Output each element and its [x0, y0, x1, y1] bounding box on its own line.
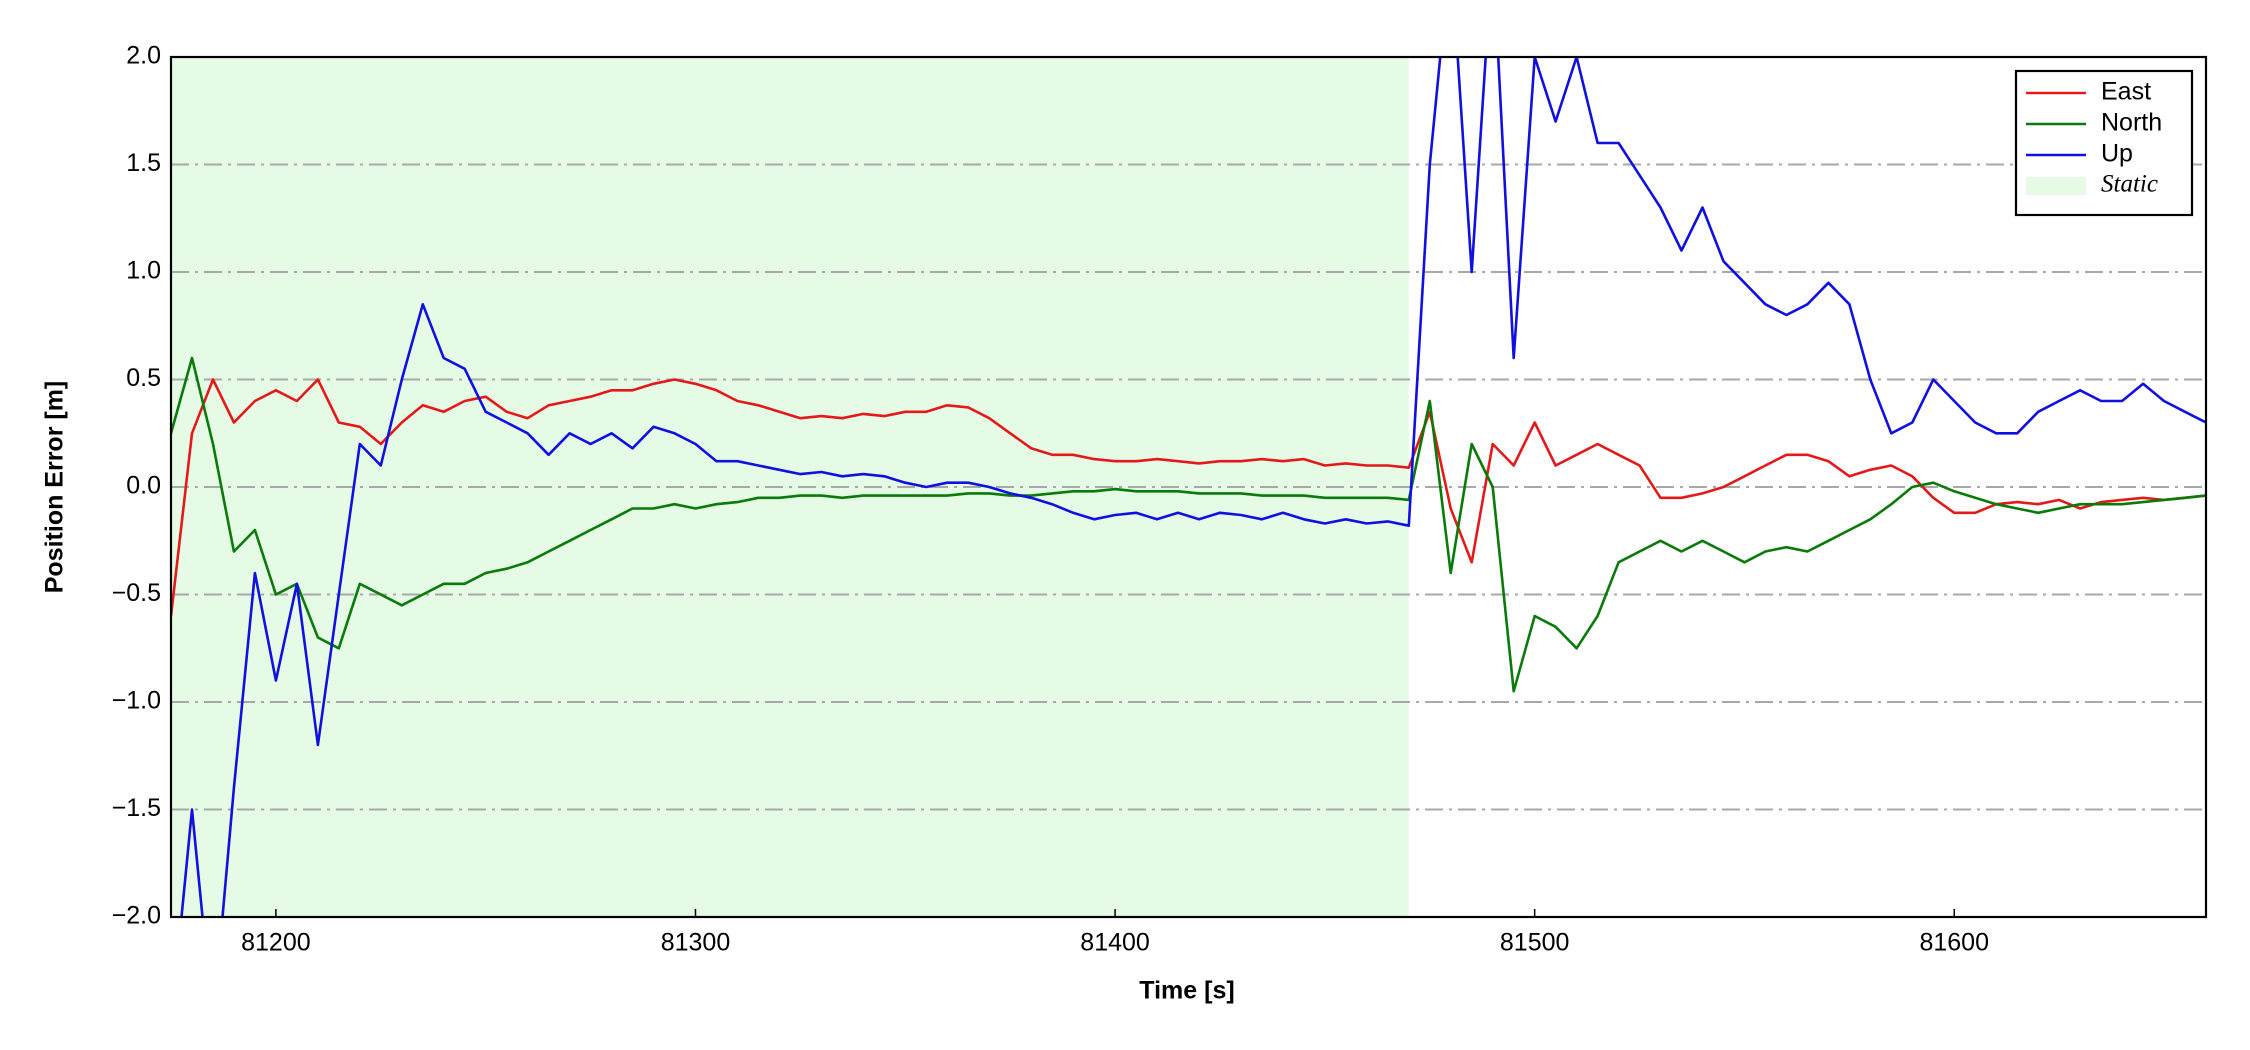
y-tick-label: 0.5: [126, 364, 161, 392]
legend-label: Up: [2101, 140, 2133, 168]
y-tick-label: −1.0: [112, 687, 161, 715]
legend-label: Static: [2101, 171, 2158, 198]
x-tick-label: 81200: [241, 929, 311, 957]
x-tick-label: 81300: [661, 929, 731, 957]
plot-lines: [171, 57, 2206, 917]
legend-swatch: [2026, 177, 2086, 195]
y-axis-label: Position Error [m]: [41, 381, 69, 594]
y-tick-label: −0.5: [112, 579, 161, 607]
x-axis-label: Time [s]: [1139, 977, 1234, 1005]
y-tick-label: 2.0: [126, 42, 161, 70]
y-tick-label: −1.5: [112, 794, 161, 822]
legend-label: East: [2101, 78, 2151, 106]
series-line: [180, 57, 2206, 917]
series-line: [171, 378, 2206, 617]
x-tick-label: 81500: [1500, 929, 1570, 957]
y-tick-label: 0.0: [126, 472, 161, 500]
x-tick-label: 81400: [1080, 929, 1150, 957]
x-tick-label: 81600: [1919, 929, 1989, 957]
plot-frame: [169, 55, 2208, 919]
y-tick-label: −2.0: [112, 902, 161, 930]
legend-label: North: [2101, 109, 2162, 137]
y-tick-label: 1.0: [126, 257, 161, 285]
series-line: [171, 356, 2206, 693]
y-tick-label: 1.5: [126, 149, 161, 177]
